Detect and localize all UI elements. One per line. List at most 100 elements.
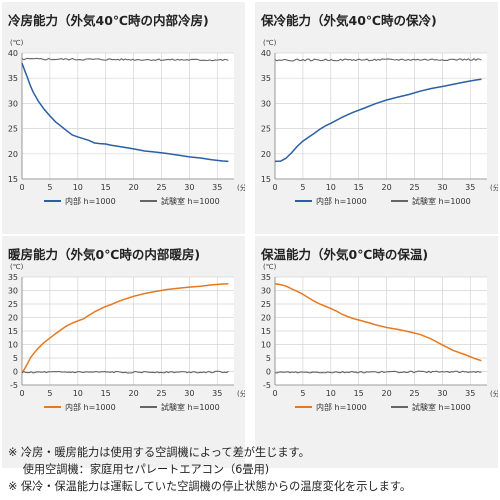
y-tick-label: 10 <box>261 341 271 350</box>
series-line-room <box>21 57 229 62</box>
y-tick-label: 0 <box>266 368 271 377</box>
footnote: ※ 保冷・保温能力は運転していた空調機の停止状態からの温度変化を示します。 <box>8 480 412 493</box>
legend-label: 内部 h=1000 <box>316 196 367 206</box>
series-line-room <box>274 58 482 62</box>
y-tick-label: 5 <box>13 354 18 363</box>
footnote: 使用空調機：家庭用セパレートエアコン（6畳用) <box>8 463 270 476</box>
y-tick-label: -5 <box>263 381 271 390</box>
x-tick-label: 15 <box>101 389 111 398</box>
y-tick-label: 0 <box>13 368 18 377</box>
y-tick-label: 20 <box>8 314 18 323</box>
y-tick-label: 5 <box>266 354 271 363</box>
x-tick-label: 0 <box>19 183 24 192</box>
x-tick-label: 10 <box>326 389 336 398</box>
x-unit-label: (分) <box>237 389 245 398</box>
x-unit-label: (分) <box>490 183 498 192</box>
y-tick-label: 25 <box>261 125 271 134</box>
y-tick-label: 40 <box>261 49 271 58</box>
x-tick-label: 20 <box>381 183 391 192</box>
y-tick-label: 35 <box>8 273 18 282</box>
x-tick-label: 35 <box>212 183 222 192</box>
x-unit-label: (分) <box>490 389 498 398</box>
y-tick-label: 35 <box>8 74 18 83</box>
x-tick-label: 30 <box>437 183 447 192</box>
y-tick-label: 25 <box>8 300 18 309</box>
series-line-interior <box>21 283 229 374</box>
chart-panel-cooling: 冷房能力（外気40℃時の内部冷房) 15 20 25 30 35 40 0 5 10 15 20 25… <box>2 2 245 234</box>
x-tick-label: 5 <box>300 183 305 192</box>
y-tick-label: 15 <box>8 175 18 184</box>
y-tick-label: 35 <box>261 273 271 282</box>
y-tick-label: 30 <box>261 99 271 108</box>
x-tick-label: 25 <box>156 183 166 192</box>
x-tick-label: 15 <box>354 183 364 192</box>
plot-area <box>22 53 234 179</box>
x-tick-label: 30 <box>184 389 194 398</box>
y-tick-label: 25 <box>8 125 18 134</box>
x-tick-label: 25 <box>409 389 419 398</box>
x-tick-label: 30 <box>184 183 194 192</box>
y-unit-label: (℃) <box>263 39 277 47</box>
y-tick-label: 20 <box>8 150 18 159</box>
chart-panel-heat-retention: 保温能力（外気0℃時の保温) -5 0 5 10 15 20 25 30 35 0 5 10 15 20 2… <box>255 236 498 468</box>
x-tick-label: 0 <box>272 183 277 192</box>
x-tick-label: 30 <box>437 389 447 398</box>
x-tick-label: 5 <box>47 389 52 398</box>
x-tick-label: 5 <box>300 389 305 398</box>
x-tick-label: 0 <box>19 389 24 398</box>
legend-label: 内部 h=1000 <box>65 402 116 412</box>
x-tick-label: 20 <box>381 389 391 398</box>
chart-title: 保温能力（外気0℃時の保温) <box>261 247 429 262</box>
y-tick-label: 15 <box>261 175 271 184</box>
x-tick-label: 20 <box>128 389 138 398</box>
x-tick-label: 25 <box>409 183 419 192</box>
x-tick-label: 20 <box>128 183 138 192</box>
chart-title: 冷房能力（外気40℃時の内部冷房) <box>8 13 209 28</box>
chart-title: 暖房能力（外気0℃時の内部暖房) <box>8 247 201 262</box>
footnotes: ※ 冷房・暖房能力は使用する空調機によって差が生じます。 使用空調機：家庭用セパ… <box>8 444 411 495</box>
y-tick-label: 40 <box>8 49 18 58</box>
y-tick-label: 30 <box>261 287 271 296</box>
y-unit-label: (℃) <box>10 263 24 271</box>
legend-label: 内部 h=1000 <box>65 196 116 206</box>
x-tick-label: 15 <box>101 183 111 192</box>
y-tick-label: 35 <box>261 74 271 83</box>
y-tick-label: -5 <box>10 381 18 390</box>
series-line-interior <box>274 78 482 163</box>
chart-panel-cold-retention: 保冷能力（外気40℃時の保冷) 15 20 25 30 35 40 0 5 10 15 20 25 30… <box>255 2 498 234</box>
x-tick-label: 5 <box>47 183 52 192</box>
x-tick-label: 35 <box>465 183 475 192</box>
x-tick-label: 25 <box>156 389 166 398</box>
line-chart-cold-retention: 15 20 25 30 35 40 0 5 10 15 20 25 30 35 (℃) (分) 内部 h=100… <box>261 39 498 206</box>
y-tick-label: 10 <box>8 341 18 350</box>
legend-label: 試験室 h=1000 <box>412 402 471 412</box>
x-tick-label: 35 <box>465 389 475 398</box>
series-line-room <box>274 370 482 374</box>
chart-panel-heating: 暖房能力（外気0℃時の内部暖房) -5 0 5 10 15 20 25 30 35 0 5 10 15 2… <box>2 236 245 468</box>
footnote: ※ 冷房・暖房能力は使用する空調機によって差が生じます。 <box>8 446 310 459</box>
series-line-room <box>21 370 229 374</box>
legend-label: 試験室 h=1000 <box>412 196 471 206</box>
legend-label: 内部 h=1000 <box>316 402 367 412</box>
series-line-interior <box>21 62 229 163</box>
y-tick-label: 30 <box>8 287 18 296</box>
x-tick-label: 15 <box>354 389 364 398</box>
y-tick-label: 15 <box>261 327 271 336</box>
plot-area <box>275 53 487 179</box>
x-tick-label: 10 <box>326 183 336 192</box>
series-line-interior <box>274 283 482 362</box>
legend-label: 試験室 h=1000 <box>161 402 220 412</box>
y-tick-label: 25 <box>261 300 271 309</box>
y-tick-label: 15 <box>8 327 18 336</box>
y-tick-label: 20 <box>261 314 271 323</box>
x-tick-label: 0 <box>272 389 277 398</box>
chart-title: 保冷能力（外気40℃時の保冷) <box>261 13 437 28</box>
y-tick-label: 30 <box>8 99 18 108</box>
y-unit-label: (℃) <box>10 39 24 47</box>
x-tick-label: 10 <box>73 183 83 192</box>
x-tick-label: 10 <box>73 389 83 398</box>
x-unit-label: (分) <box>237 183 245 192</box>
y-tick-label: 20 <box>261 150 271 159</box>
